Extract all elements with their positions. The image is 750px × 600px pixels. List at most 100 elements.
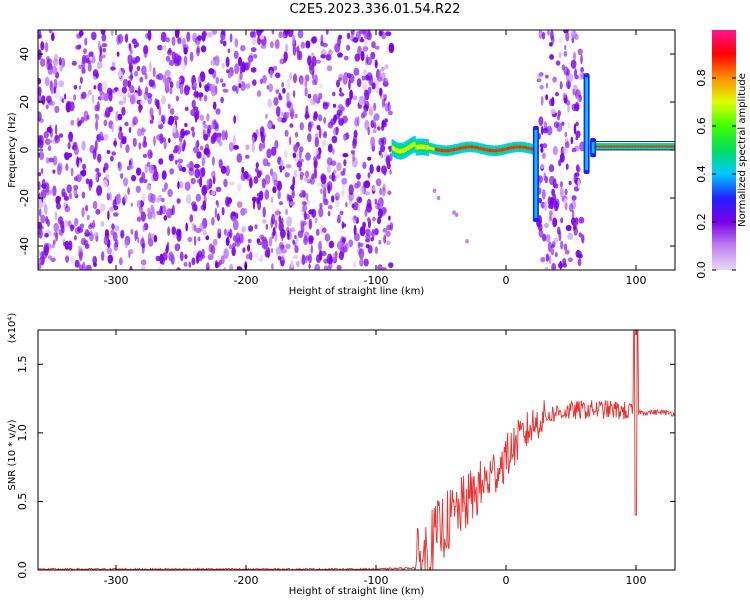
noise-mark — [538, 30, 543, 39]
noise-mark — [168, 251, 174, 262]
noise-mark — [275, 106, 281, 117]
noise-mark — [559, 181, 564, 188]
noise-mark — [117, 130, 123, 140]
noise-mark — [540, 256, 546, 263]
noise-mark — [356, 172, 361, 180]
noise-mark — [258, 30, 264, 33]
noise-mark — [111, 151, 116, 156]
noise-mark — [303, 177, 309, 182]
noise-mark — [49, 124, 52, 135]
noise-mark — [557, 114, 560, 121]
noise-mark — [146, 184, 152, 190]
noise-mark — [131, 38, 137, 45]
noise-mark — [549, 42, 553, 47]
noise-mark — [38, 77, 42, 85]
noise-mark — [217, 228, 222, 236]
noise-mark — [388, 215, 391, 221]
noise-mark — [233, 144, 239, 150]
signal-core — [469, 145, 471, 149]
noise-mark — [387, 110, 393, 116]
y-axis-title: SNR (10 * v/v) — [7, 419, 18, 490]
noise-mark — [94, 104, 99, 112]
noise-mark — [359, 258, 364, 267]
noise-mark — [377, 126, 381, 131]
noise-mark — [135, 42, 139, 48]
noise-mark — [339, 246, 345, 256]
signal-core — [613, 145, 615, 148]
noise-mark — [176, 267, 181, 270]
noise-mark — [381, 266, 387, 270]
noise-mark — [184, 106, 189, 112]
noise-mark — [216, 201, 220, 208]
noise-mark — [38, 192, 41, 200]
noise-mark — [95, 113, 100, 121]
noise-mark — [199, 254, 206, 259]
noise-mark — [43, 131, 49, 139]
noise-mark — [122, 79, 129, 88]
signal-core — [418, 144, 420, 150]
signal-core — [499, 148, 501, 152]
noise-mark — [366, 203, 372, 213]
noise-mark — [135, 167, 142, 176]
signal-core — [462, 146, 464, 150]
signal-core — [406, 146, 408, 152]
noise-mark — [253, 31, 257, 38]
noise-mark — [351, 203, 355, 209]
noise-mark — [51, 65, 58, 75]
noise-mark — [196, 47, 200, 57]
noise-mark — [194, 89, 197, 99]
noise-mark — [130, 71, 133, 81]
noise-mark — [553, 237, 559, 243]
stray-mark — [452, 210, 456, 215]
signal-core — [503, 148, 505, 151]
signal-core — [457, 147, 459, 151]
noise-mark — [296, 50, 301, 61]
noise-mark — [308, 60, 315, 71]
signal-core — [640, 145, 643, 148]
y-axis-title: Frequency (Hz) — [7, 112, 18, 188]
signal-core — [672, 145, 674, 148]
noise-mark — [342, 153, 349, 158]
noise-mark — [78, 64, 83, 70]
noise-mark — [346, 72, 352, 79]
noise-mark — [188, 261, 192, 268]
noise-mark — [167, 49, 173, 56]
noise-mark — [45, 216, 49, 225]
noise-mark — [140, 237, 145, 248]
noise-mark — [118, 68, 122, 79]
noise-mark — [560, 217, 564, 224]
noise-mark — [283, 58, 287, 64]
noise-mark — [183, 139, 186, 148]
signal-core — [456, 147, 458, 151]
noise-mark — [265, 113, 268, 119]
noise-mark — [232, 85, 237, 92]
noise-mark — [243, 171, 249, 180]
x-tick-label: 0 — [503, 574, 510, 587]
noise-mark — [132, 137, 137, 147]
noise-mark — [541, 189, 546, 200]
noise-mark — [53, 222, 59, 233]
noise-mark — [358, 248, 365, 259]
noise-mark — [175, 95, 179, 102]
noise-mark — [145, 33, 149, 39]
noise-mark — [227, 48, 231, 54]
y-tick-label: 1.5 — [16, 356, 29, 374]
noise-mark — [575, 121, 579, 127]
noise-mark — [147, 238, 154, 247]
noise-mark — [323, 198, 329, 206]
noise-mark — [352, 202, 359, 211]
noise-mark — [543, 121, 548, 130]
noise-mark — [210, 123, 216, 130]
noise-mark — [221, 82, 226, 87]
noise-mark — [38, 198, 43, 209]
noise-mark — [547, 241, 552, 253]
noise-mark — [330, 160, 337, 166]
noise-mark — [573, 224, 577, 231]
noise-mark — [271, 30, 275, 35]
noise-mark — [110, 229, 115, 236]
noise-mark — [202, 120, 206, 126]
noise-mark — [152, 67, 156, 78]
noise-mark — [105, 173, 110, 180]
noise-mark — [183, 262, 188, 267]
noise-mark — [374, 59, 378, 69]
